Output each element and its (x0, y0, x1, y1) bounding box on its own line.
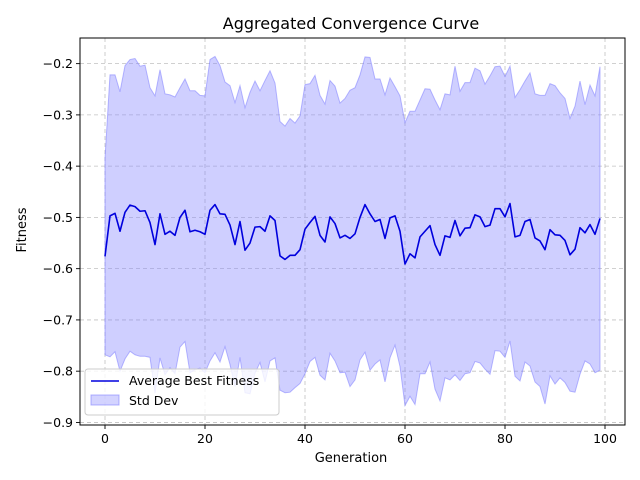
y-tick-label: −0.7 (43, 312, 73, 327)
x-tick-label: 40 (297, 431, 313, 446)
y-tick-label: −0.5 (43, 210, 73, 225)
x-tick-label: 80 (497, 431, 513, 446)
y-axis-ticks: −0.2 −0.3 −0.4 −0.5 −0.6 −0.7 −0.8 −0.9 (43, 56, 80, 430)
y-axis-label: Fitness (15, 207, 30, 252)
average-best-fitness-path (104, 202, 601, 265)
average-best-fitness-line (104, 202, 601, 265)
x-tick-label: 0 (101, 431, 109, 446)
plot-frame (79, 37, 626, 426)
legend: Average Best Fitness Std Dev (84, 368, 280, 416)
std-dev-area (104, 55, 601, 408)
x-tick-label: 100 (593, 431, 617, 446)
y-tick-label: −0.3 (43, 107, 73, 122)
legend-box (84, 368, 280, 416)
y-tick-label: −0.4 (43, 159, 73, 174)
legend-label-std-dev: Std Dev (129, 393, 179, 408)
y-tick-label: −0.9 (43, 415, 73, 430)
x-axis-label: Generation (315, 451, 388, 466)
y-tick-label: −0.8 (43, 364, 73, 379)
legend-swatch-std-dev (90, 394, 120, 406)
chart-title: Aggregated Convergence Curve (223, 14, 479, 33)
legend-label-average-best-fitness: Average Best Fitness (129, 373, 259, 388)
x-tick-label: 60 (397, 431, 413, 446)
grid (80, 38, 625, 425)
y-tick-label: −0.6 (43, 261, 73, 276)
x-tick-label: 20 (197, 431, 213, 446)
std-dev-band (104, 55, 601, 408)
x-axis-ticks: 0 20 40 60 80 100 (101, 425, 617, 446)
y-tick-label: −0.2 (43, 56, 73, 71)
